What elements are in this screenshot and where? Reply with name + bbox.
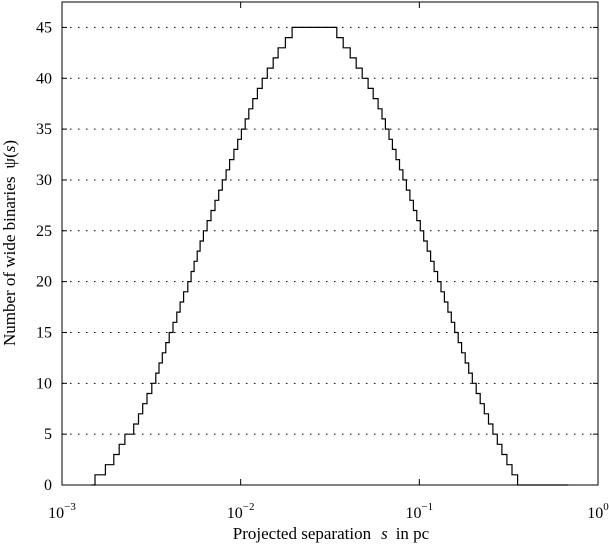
- x-axis-label: Projected separation s in pc: [233, 524, 430, 543]
- x-tick-label-base: 10: [48, 505, 64, 522]
- y-tick-label: 30: [36, 172, 52, 189]
- x-tick-label: 10−1: [405, 501, 433, 522]
- y-tick-labels: 0 5 10 15 20 25 30 35 40 45: [36, 19, 52, 494]
- y-axis-label-suffix: ): [0, 140, 19, 146]
- x-tick-label-base: 10: [405, 505, 421, 522]
- plot-background: [62, 2, 598, 485]
- y-tick-label: 5: [44, 426, 52, 443]
- x-tick-label: 10−2: [227, 501, 255, 522]
- x-tick-label-base: 10: [227, 505, 243, 522]
- x-axis-label-suffix: in pc: [396, 524, 430, 543]
- x-tick-label: 100: [587, 501, 609, 522]
- x-tick-label-exponent: −1: [421, 501, 433, 513]
- y-tick-label: 0: [44, 477, 52, 494]
- y-axis-label-prefix: Number of wide binaries: [0, 177, 19, 346]
- x-tick-labels: 10−3 10−2 10−1 100: [48, 501, 609, 522]
- x-tick-label: 10−3: [48, 501, 76, 522]
- x-tick-label-exponent: −2: [243, 501, 255, 513]
- y-tick-label: 40: [36, 70, 52, 87]
- series-line: [91, 26, 569, 486]
- y-axis-label-function: ψ(: [0, 152, 19, 169]
- axis-ticks: [61, 2, 599, 486]
- y-tick-label: 35: [36, 121, 52, 138]
- y-axis-label: Number of wide binaries ψ(s): [0, 140, 19, 346]
- x-axis-label-variable: s: [381, 524, 388, 543]
- y-axis-label-variable: s: [0, 145, 19, 152]
- y-tick-label: 25: [36, 223, 52, 240]
- x-tick-label-exponent: −3: [64, 501, 76, 513]
- y-tick-label: 20: [36, 274, 52, 291]
- x-tick-label-exponent: 0: [603, 501, 609, 513]
- y-tick-label: 45: [36, 19, 52, 36]
- y-tick-label: 15: [36, 324, 52, 341]
- x-tick-label-base: 10: [587, 505, 603, 522]
- x-axis-label-prefix: Projected separation: [233, 524, 372, 543]
- plot-frame: [61, 1, 599, 486]
- y-tick-label: 10: [36, 375, 52, 392]
